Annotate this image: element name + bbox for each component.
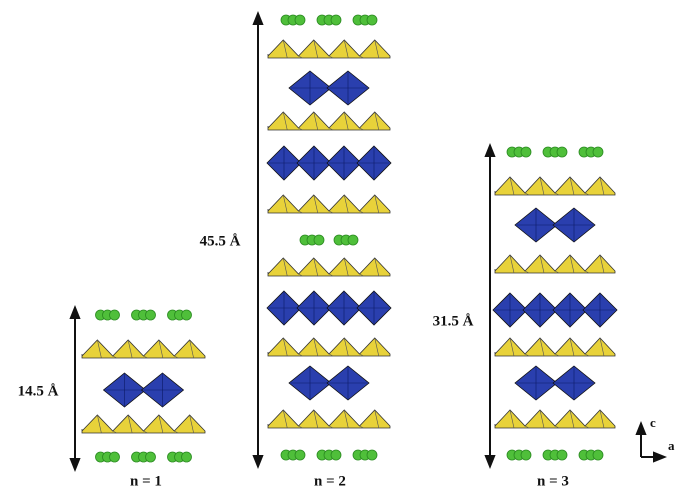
edge [359,146,389,180]
tetrahedral-layer [495,255,615,273]
figure: 14.5 Å 45.5 Å 31.5 Å n = 1 n = 2 n = 3 c… [0,0,678,491]
cation [110,310,120,320]
cation [295,15,305,25]
tetrahedral-layer [82,340,205,358]
cation [146,452,156,462]
edge [585,293,615,327]
cation [314,235,324,245]
edge [291,366,329,400]
cation [182,452,192,462]
tetrahedral-layer [268,112,390,130]
axis-label: a [668,438,675,453]
edge [525,293,555,327]
axis-label: c [650,415,656,430]
edge [495,293,525,327]
edge [329,146,359,180]
edge [299,291,329,325]
cation [146,310,156,320]
edge [329,366,367,400]
edge [106,373,144,407]
edge [517,366,555,400]
cation [182,310,192,320]
tetrahedral-layer [268,40,390,58]
edge [555,293,585,327]
edge [359,291,389,325]
phase-label: n = 2 [314,473,346,489]
structures [75,15,617,465]
edge [144,373,182,407]
cation [557,147,567,157]
cation [295,450,305,460]
tetrahedral-layer [268,338,390,356]
tetrahedral-layer [495,177,615,195]
cation [521,450,531,460]
thickness-label: 14.5 Å [18,383,59,399]
tetrahedral-layer [268,410,390,428]
cation [331,450,341,460]
tetrahedral-layer [82,415,205,433]
tetrahedral-layer [495,338,615,356]
edge [329,71,367,105]
edge [329,291,359,325]
phase-label: n = 1 [130,473,162,489]
edge [299,146,329,180]
cation [557,450,567,460]
tetrahedral-layer [268,195,390,213]
cation [593,450,603,460]
cation [348,235,358,245]
cation [367,450,377,460]
phase-label: n = 3 [537,473,569,489]
edge [517,208,555,242]
edge [269,146,299,180]
cation [593,147,603,157]
thickness-label: 31.5 Å [433,313,474,329]
axis-indicator: c a [641,415,675,457]
edge [555,366,593,400]
thickness-label: 45.5 Å [200,233,241,249]
tetrahedral-layer [268,258,390,276]
edge [555,208,593,242]
tetrahedral-layer [495,410,615,428]
edge [291,71,329,105]
cation [367,15,377,25]
cation [521,147,531,157]
cation [331,15,341,25]
edge [269,291,299,325]
cation [110,452,120,462]
